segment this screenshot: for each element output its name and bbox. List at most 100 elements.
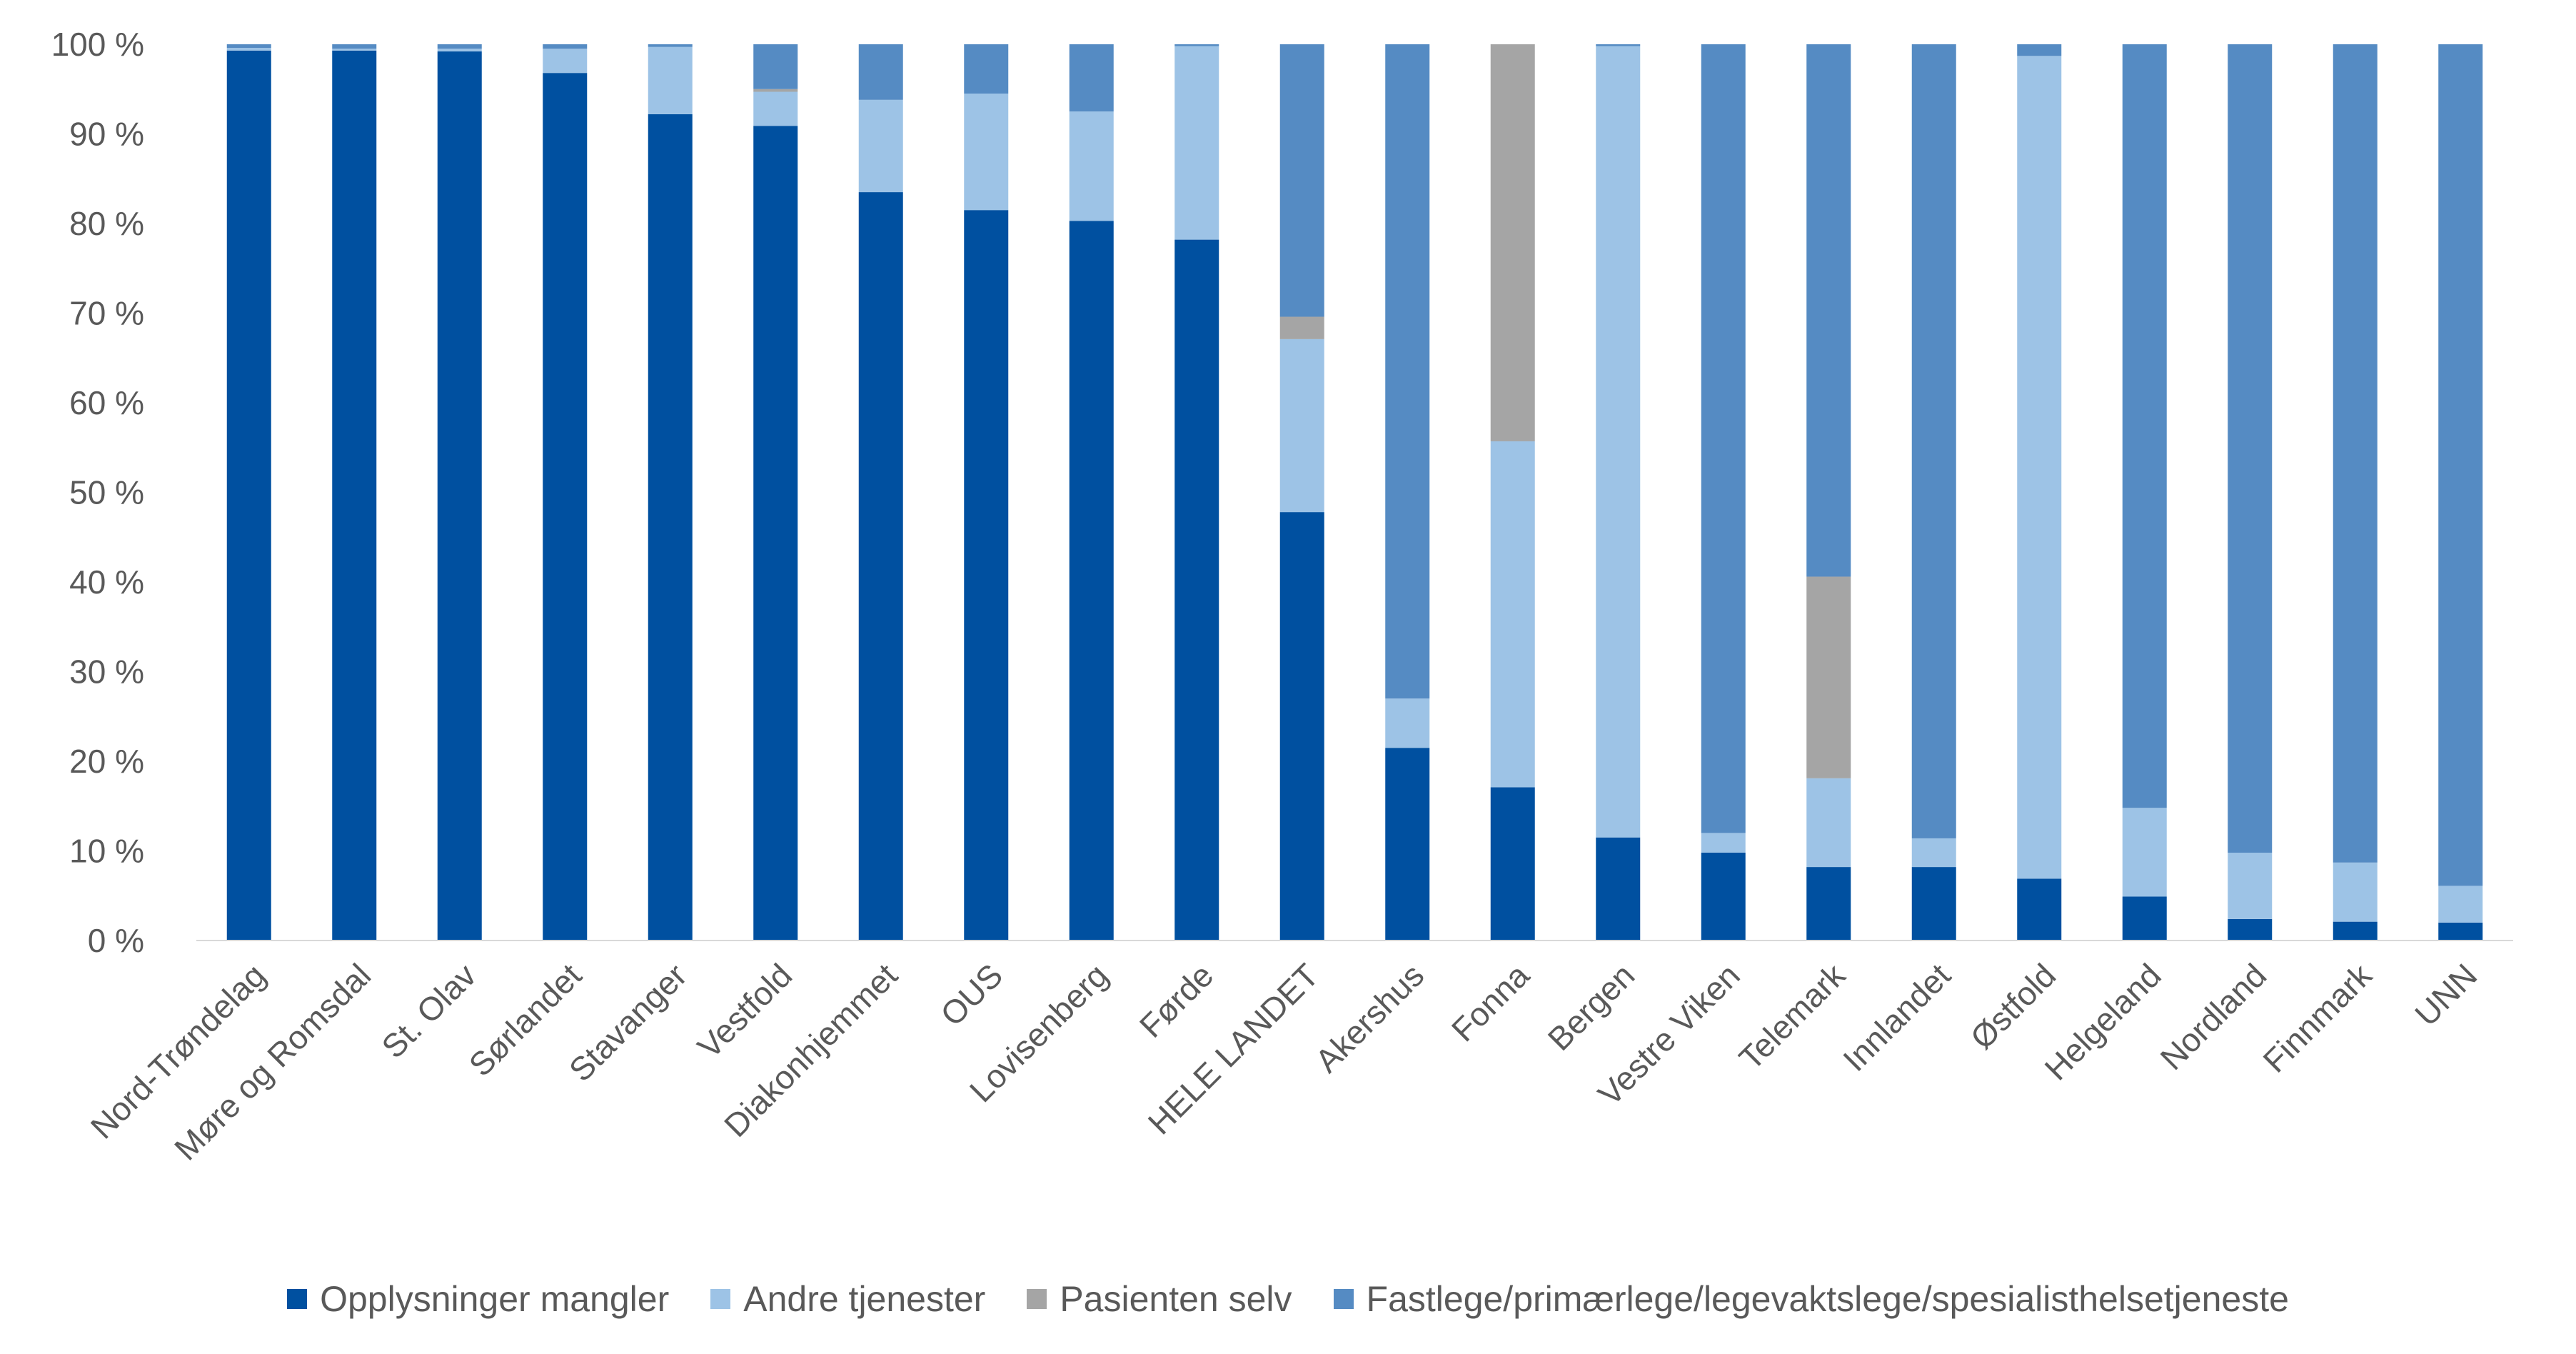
y-tick-label: 50 % xyxy=(69,474,144,511)
bar-segment xyxy=(2228,853,2273,919)
bar-segment xyxy=(437,44,482,49)
legend-swatch xyxy=(1333,1289,1354,1309)
x-category-label: St. Olav xyxy=(374,956,483,1065)
bar-segment xyxy=(1490,44,1535,441)
bar-segment xyxy=(332,44,377,49)
bar-segment xyxy=(1279,44,1324,317)
x-category-label: Nordland xyxy=(2153,956,2274,1077)
bar-segment xyxy=(1279,316,1324,339)
bar-segment xyxy=(2017,878,2062,941)
y-tick-label: 100 % xyxy=(51,26,144,63)
bar-segment xyxy=(1701,833,1746,853)
legend-item: Andre tjenester xyxy=(710,1278,985,1320)
legend-item: Opplysninger mangler xyxy=(287,1278,669,1320)
bar-segment xyxy=(1490,441,1535,788)
bar-segment xyxy=(964,44,1009,94)
bar-segment xyxy=(858,192,903,941)
bar-segment xyxy=(437,49,482,52)
bar-segment xyxy=(964,210,1009,941)
bar-segment xyxy=(2122,808,2167,897)
bar-segment xyxy=(1279,512,1324,941)
bar-segment xyxy=(753,89,798,92)
x-category-label: Akershus xyxy=(1308,956,1431,1079)
legend-swatch xyxy=(1027,1289,1047,1309)
bar-segment xyxy=(2333,921,2378,941)
legend-swatch xyxy=(710,1289,731,1309)
bar-segment xyxy=(648,44,693,47)
y-tick-label: 60 % xyxy=(69,384,144,421)
y-tick-label: 10 % xyxy=(69,833,144,870)
legend-label: Fastlege/primærlege/legevaktslege/spesia… xyxy=(1366,1279,2289,1319)
x-category-label: Fonna xyxy=(1444,956,1536,1048)
bar-segment xyxy=(1174,46,1219,240)
bar-segment xyxy=(543,49,588,74)
bar-segment xyxy=(1596,46,1641,838)
x-category-label: Telemark xyxy=(1732,956,1853,1077)
legend-label: Opplysninger mangler xyxy=(320,1279,670,1319)
bar-segment xyxy=(226,50,271,941)
bar-segment xyxy=(1069,111,1114,221)
x-category-label: Vestfold xyxy=(690,956,800,1065)
bar-segment xyxy=(1069,221,1114,941)
x-category-label: Nord-Trøndelag xyxy=(84,956,273,1145)
bar-segment xyxy=(1596,44,1641,46)
bar-segment xyxy=(1174,44,1219,46)
bar-segment xyxy=(543,73,588,941)
legend-swatch xyxy=(287,1289,308,1309)
bar-segment xyxy=(2438,886,2483,923)
bar-segment xyxy=(2228,918,2273,941)
bar-segment xyxy=(2017,56,2062,879)
x-category-label: UNN xyxy=(2408,956,2484,1033)
bar-segment xyxy=(1701,853,1746,941)
bar-segment xyxy=(226,48,271,51)
y-tick-label: 70 % xyxy=(69,295,144,332)
bar-segment xyxy=(1069,44,1114,112)
bars-group xyxy=(226,44,2483,941)
bar-segment xyxy=(2122,896,2167,941)
bar-segment xyxy=(1279,338,1324,513)
bar-segment xyxy=(2333,862,2378,922)
bar-segment xyxy=(858,99,903,193)
y-tick-label: 90 % xyxy=(69,116,144,153)
bar-segment xyxy=(1701,44,1746,833)
bar-segment xyxy=(543,44,588,49)
legend-item: Pasienten selv xyxy=(1027,1278,1292,1320)
x-category-label: OUS xyxy=(933,956,1010,1033)
bar-segment xyxy=(1806,867,1851,941)
bar-segment xyxy=(648,46,693,114)
x-category-label: Finnmark xyxy=(2255,956,2379,1080)
bar-segment xyxy=(858,44,903,100)
bar-segment xyxy=(1806,778,1851,868)
bar-segment xyxy=(1385,44,1430,699)
bar-segment xyxy=(2228,44,2273,853)
y-tick-label: 0 % xyxy=(88,922,144,959)
bar-segment xyxy=(2017,44,2062,56)
bar-segment xyxy=(1806,576,1851,778)
y-tick-label: 40 % xyxy=(69,563,144,601)
bar-segment xyxy=(1911,838,1956,868)
bar-segment xyxy=(2438,922,2483,941)
y-axis: 0 % 10 % 20 % 30 % 40 % 50 % 60 % 70 % 80 % 90 % 1… xyxy=(51,26,144,959)
bar-segment xyxy=(2122,44,2167,808)
y-tick-label: 30 % xyxy=(69,653,144,691)
bar-segment xyxy=(753,44,798,89)
bar-segment xyxy=(1490,787,1535,941)
bar-segment xyxy=(1806,44,1851,577)
bar-segment xyxy=(2333,44,2378,863)
bar-segment xyxy=(1385,748,1430,941)
bar-segment xyxy=(332,50,377,941)
legend-label: Pasienten selv xyxy=(1060,1279,1292,1319)
bar-segment xyxy=(753,126,798,941)
bar-segment xyxy=(437,51,482,941)
legend: Opplysninger mangler Andre tjenester Pasie… xyxy=(0,1278,2576,1320)
bar-segment xyxy=(1596,837,1641,941)
x-category-label: Helgeland xyxy=(2038,956,2168,1087)
bar-segment xyxy=(226,44,271,49)
bar-segment xyxy=(1911,867,1956,941)
legend-item: Fastlege/primærlege/legevaktslege/spesia… xyxy=(1333,1278,2289,1320)
bar-segment xyxy=(332,49,377,51)
bar-segment xyxy=(753,91,798,126)
bar-segment xyxy=(2438,44,2483,886)
